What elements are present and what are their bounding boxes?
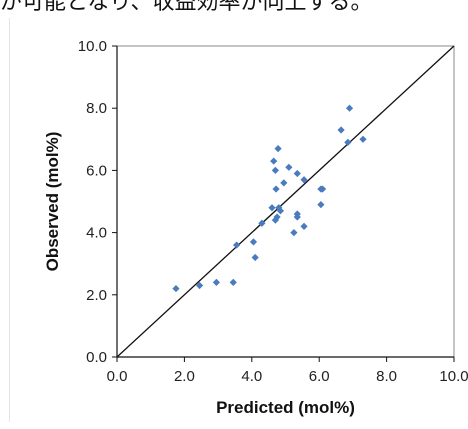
data-point — [300, 176, 308, 184]
data-point — [274, 145, 282, 153]
data-point — [280, 179, 288, 187]
data-point — [249, 238, 258, 246]
x-tick-label: 10.0 — [439, 368, 468, 385]
data-point — [300, 222, 308, 230]
y-tick-label: 0.0 — [86, 349, 107, 366]
data-point — [195, 281, 204, 290]
data-point — [273, 213, 281, 221]
data-point — [271, 166, 279, 174]
x-tick-label: 6.0 — [309, 368, 330, 385]
y-tick-label: 10.0 — [78, 38, 107, 55]
data-point — [229, 278, 237, 286]
data-point — [258, 219, 266, 227]
data-point — [293, 169, 301, 178]
y-tick-label: 2.0 — [86, 287, 107, 304]
data-point — [345, 104, 354, 112]
x-tick-label: 4.0 — [241, 368, 262, 385]
x-tick-label: 2.0 — [174, 368, 195, 385]
data-point — [290, 229, 298, 237]
data-point — [272, 185, 280, 193]
y-tick-label: 8.0 — [86, 100, 107, 117]
y-tick-label: 4.0 — [86, 225, 107, 242]
data-point — [285, 163, 293, 171]
data-point — [344, 138, 352, 147]
data-point — [317, 201, 325, 209]
data-point — [268, 204, 276, 212]
data-point — [318, 185, 327, 193]
data-point — [337, 126, 345, 134]
data-point — [251, 253, 259, 262]
data-point — [233, 241, 241, 249]
y-axis-label: Observed (mol%) — [43, 132, 62, 272]
data-point — [270, 157, 278, 165]
identity-reference-line — [116, 45, 455, 358]
data-point — [172, 284, 180, 293]
divider-line — [9, 18, 10, 422]
data-point — [276, 207, 285, 215]
data-point — [212, 278, 221, 286]
caption-text: が可能となり、収益効率が向上する。 — [0, 0, 373, 15]
data-point — [359, 135, 367, 143]
x-tick-label: 8.0 — [376, 368, 397, 385]
y-tick-label: 6.0 — [86, 162, 107, 179]
x-axis-label: Predicted (mol%) — [216, 398, 355, 417]
data-point — [293, 210, 301, 218]
x-tick-label: 0.0 — [107, 368, 128, 385]
